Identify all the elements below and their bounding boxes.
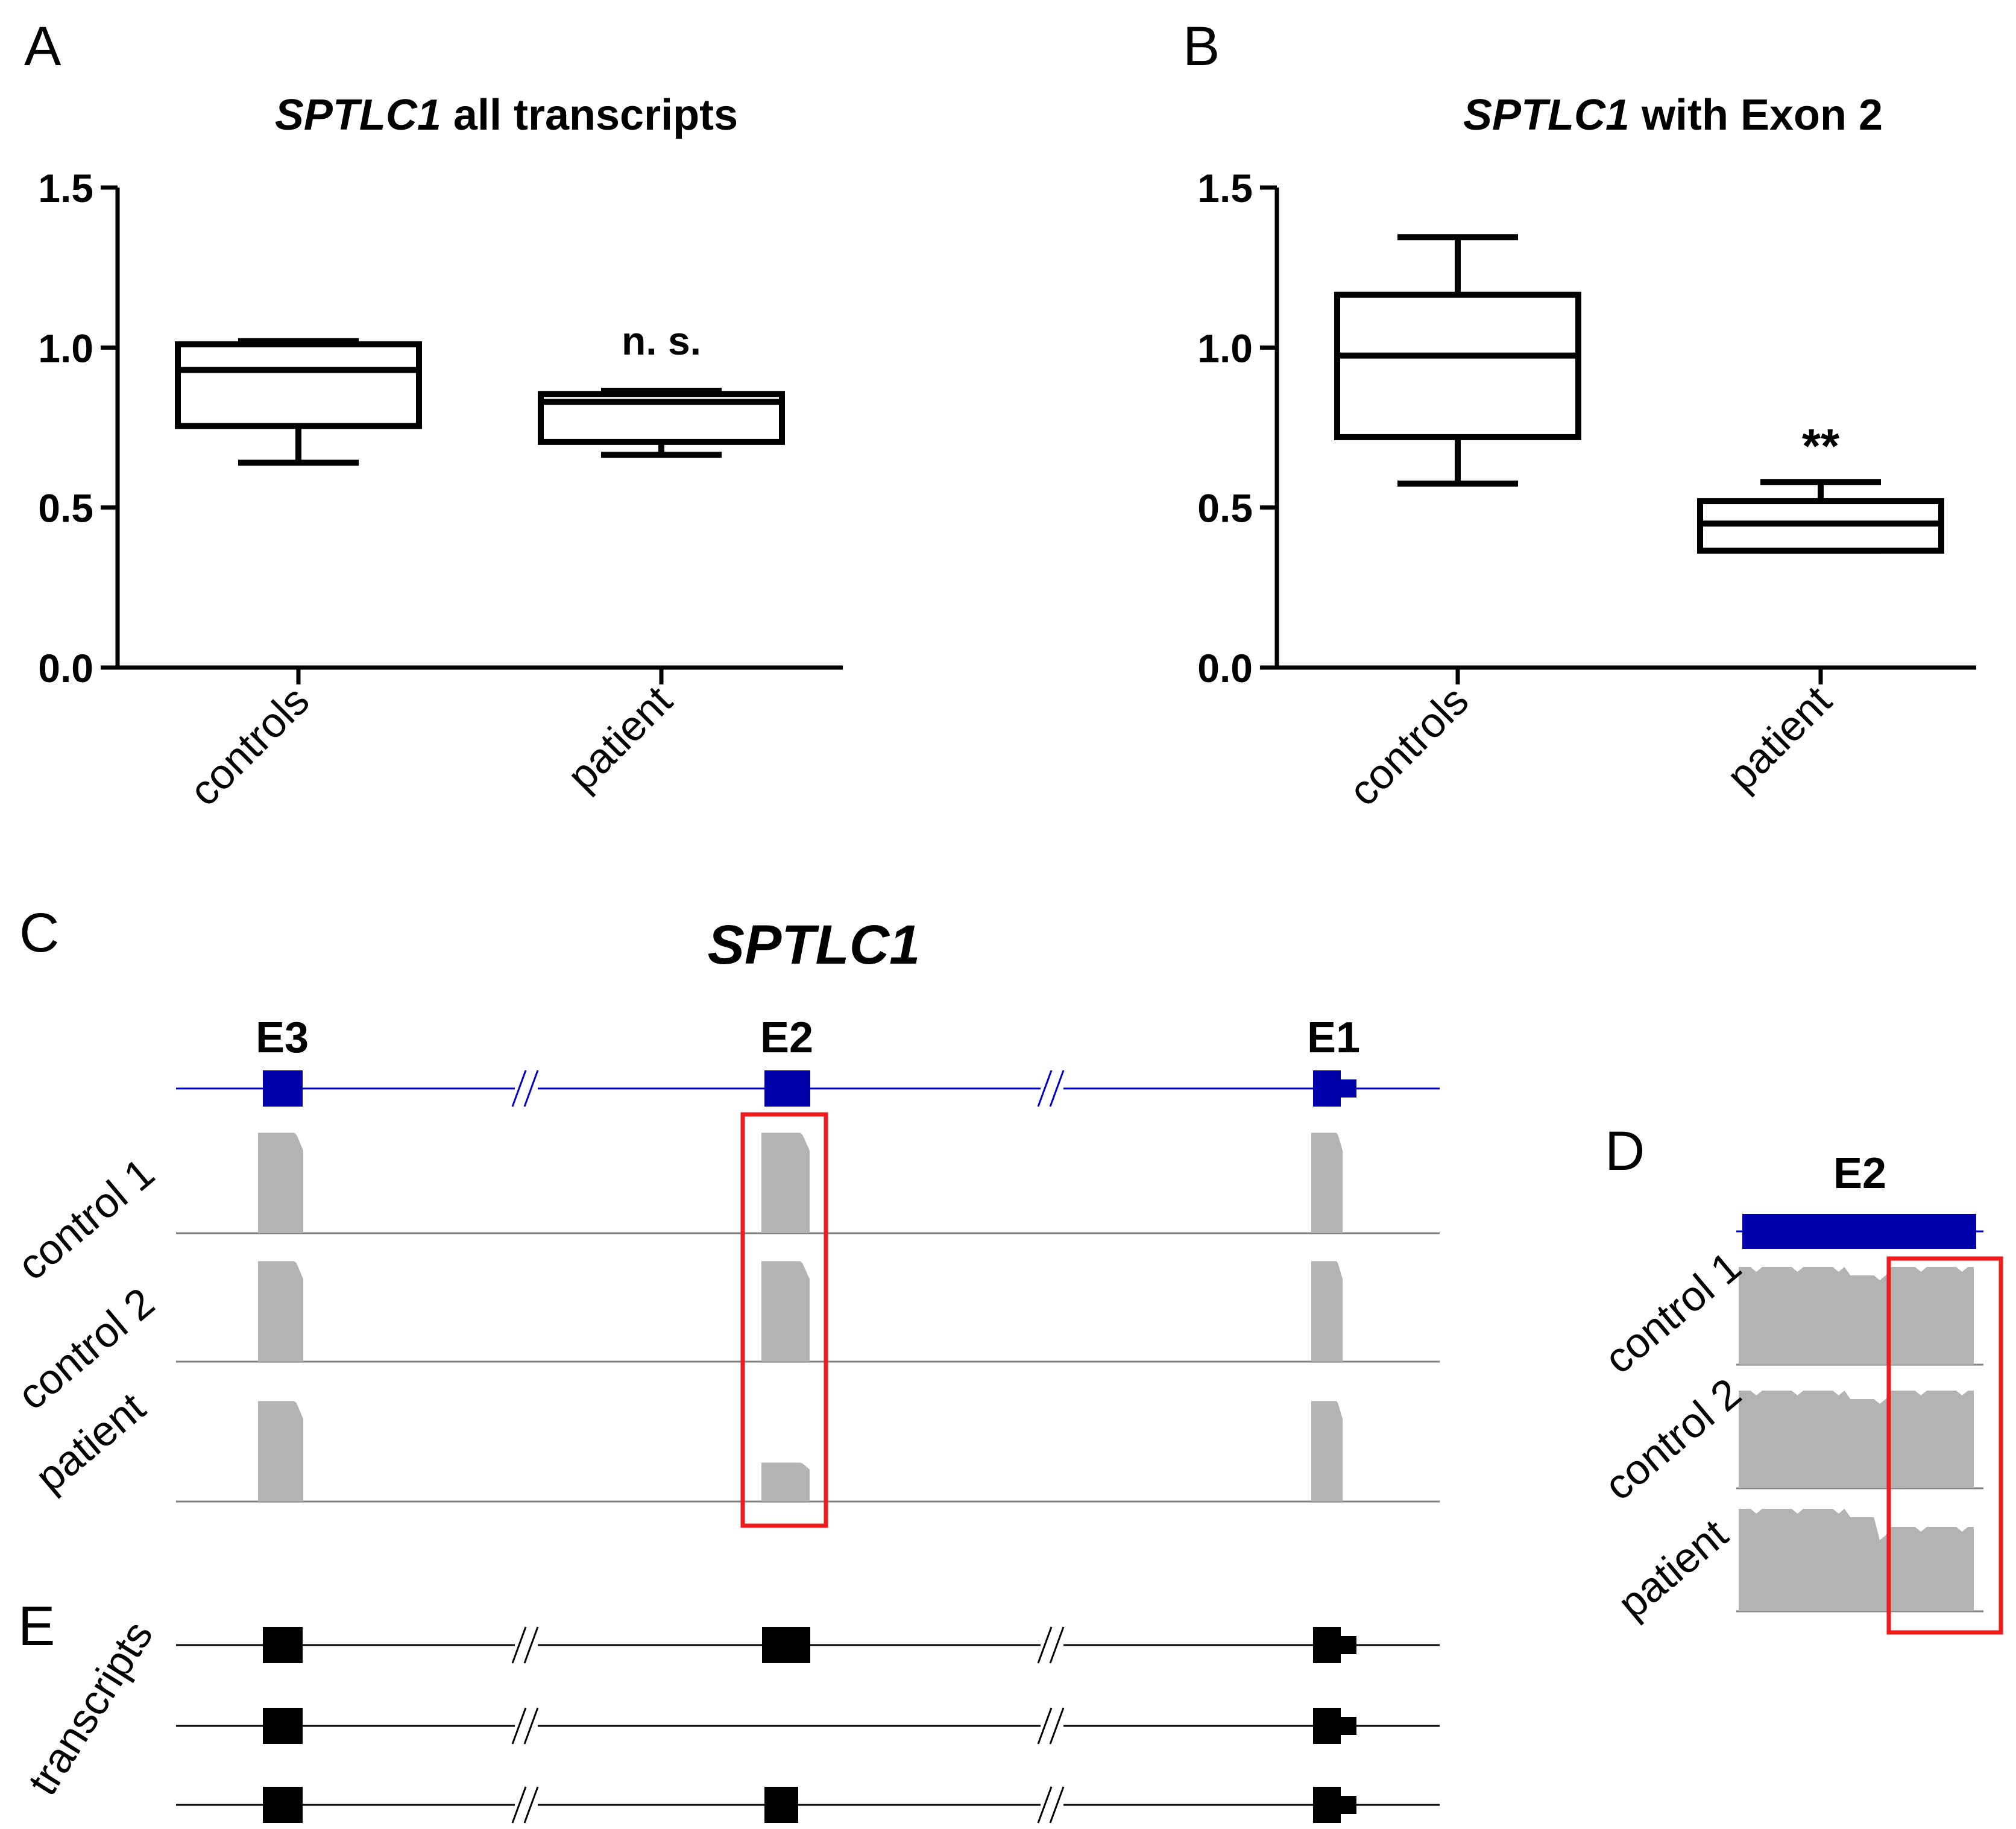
coverage-peak xyxy=(1311,1401,1343,1502)
exon-e3-block xyxy=(263,1070,303,1107)
boxes-b xyxy=(1334,234,1944,554)
axes-b: 0.0 0.5 1.0 1.5 controls patient xyxy=(1197,166,1976,815)
transcript-exon-e1-utr xyxy=(1340,1717,1356,1735)
d-track-label-control-1: control 1 xyxy=(1596,1242,1750,1382)
panel-c: C SPTLC1 E3 E2 E1 control 1 control 2 pa… xyxy=(9,902,1440,1528)
panel-letter-e: E xyxy=(18,1596,55,1657)
transcript-exon-e1 xyxy=(1313,1708,1341,1744)
coverage-peak xyxy=(761,1132,810,1233)
y-tick-label-a: 0.0 xyxy=(38,646,93,690)
transcript-models xyxy=(176,1626,1440,1824)
transcript-exon-e1 xyxy=(1313,1627,1341,1663)
y-tick-label-a: 0.5 xyxy=(38,486,93,531)
exon-label-d-e2: E2 xyxy=(1833,1149,1886,1198)
boxes-a xyxy=(175,338,785,466)
y-tick-label-b: 0.5 xyxy=(1197,486,1253,531)
transcript-break-slash xyxy=(1049,1626,1065,1664)
box-b-controls-iqr xyxy=(1334,291,1581,440)
gene-title: SPTLC1 xyxy=(708,914,921,976)
y-tick-label-b: 0.0 xyxy=(1197,646,1253,690)
transcript-break-slash xyxy=(1049,1786,1065,1824)
panel-e: E transcripts xyxy=(18,1596,1440,1824)
d-track-label-control-2: control 2 xyxy=(1596,1369,1750,1509)
box-b-patient xyxy=(1697,479,1944,554)
transcript-break-slash xyxy=(1049,1707,1065,1745)
box-a-patient xyxy=(538,387,785,458)
y-tick-label-a: 1.0 xyxy=(38,326,93,370)
transcript-exon-e1-utr xyxy=(1340,1636,1356,1654)
box-a-controls xyxy=(175,338,422,466)
intron-break-slash xyxy=(511,1070,527,1107)
transcript-exon-e3 xyxy=(263,1708,303,1744)
box-b-controls xyxy=(1334,234,1581,487)
x-tick-label-a: controls xyxy=(180,677,318,814)
transcript-break-slash xyxy=(1037,1626,1053,1664)
track-label-control-1: control 1 xyxy=(9,1149,163,1289)
transcript-exon-e1-utr xyxy=(1340,1796,1356,1814)
y-tick-label-b: 1.5 xyxy=(1197,166,1253,210)
exon-e1-utr xyxy=(1340,1079,1356,1098)
exon-e2-block xyxy=(764,1070,810,1107)
panel-letter-b: B xyxy=(1183,16,1220,77)
exon-label-e3: E3 xyxy=(256,1014,309,1062)
coverage-peak xyxy=(258,1401,303,1502)
d-coverage-block xyxy=(1739,1267,1974,1365)
x-tick-label-a: patient xyxy=(558,677,681,800)
x-tick-label-b: patient xyxy=(1718,677,1841,800)
coverage-tracks xyxy=(176,1132,1440,1503)
panel-d: D E2 control 1 control 2 patient xyxy=(1596,1120,2003,1635)
transcript-exon-e2 xyxy=(762,1627,810,1663)
significance-annotation-b: ** xyxy=(1802,419,1840,473)
chart-title-a: SPTLC1 all transcripts xyxy=(275,91,738,139)
transcript-break-slash xyxy=(523,1707,539,1745)
intron-break-slash xyxy=(1037,1070,1053,1107)
transcript-break-slash xyxy=(523,1786,539,1824)
panel-letter-c: C xyxy=(19,902,59,964)
highlight-box-e2 xyxy=(740,1112,828,1528)
d-track-label-patient: patient xyxy=(1609,1510,1736,1628)
transcript-break-slash xyxy=(511,1707,527,1745)
panel-a: A SPTLC1 all transcripts 0.0 0.5 1.0 1.5 con… xyxy=(24,16,843,815)
panel-letter-d: D xyxy=(1605,1120,1645,1182)
d-coverage-block xyxy=(1739,1391,1974,1488)
box-a-controls-iqr xyxy=(175,341,422,429)
transcript-break-slash xyxy=(511,1626,527,1664)
coverage-peak xyxy=(761,1261,810,1362)
coverage-peak xyxy=(258,1132,303,1233)
panel-d-tracks xyxy=(1736,1214,1983,1613)
intron-break-slash xyxy=(1049,1070,1065,1107)
track-label-control-2: control 2 xyxy=(9,1278,163,1418)
axes-a: 0.0 0.5 1.0 1.5 controls patient xyxy=(38,166,843,815)
transcript-exon-e3 xyxy=(263,1787,303,1823)
y-tick-label-b: 1.0 xyxy=(1197,326,1253,370)
y-tick-label-a: 1.5 xyxy=(38,166,93,210)
gene-model xyxy=(176,1070,1440,1107)
highlight-box-d xyxy=(1886,1256,2003,1635)
transcript-exon-e3 xyxy=(263,1627,303,1663)
d-coverage-block xyxy=(1739,1509,1974,1611)
exon-label-e1: E1 xyxy=(1307,1014,1360,1062)
chart-title-b: SPTLC1 with Exon 2 xyxy=(1463,91,1883,139)
transcript-exon-e1 xyxy=(1313,1787,1341,1823)
panel-b: B SPTLC1 with Exon 2 0.0 0.5 1.0 1.5 control… xyxy=(1183,16,1976,815)
transcript-break-slash xyxy=(1037,1707,1053,1745)
exon-e1-block xyxy=(1313,1070,1341,1107)
transcript-break-slash xyxy=(1037,1786,1053,1824)
d-exon-e2-block xyxy=(1742,1214,1976,1249)
transcript-exon-e2-short xyxy=(764,1787,798,1823)
coverage-peak xyxy=(761,1462,810,1502)
significance-annotation-a: n. s. xyxy=(622,318,701,363)
panel-letter-a: A xyxy=(24,16,61,77)
x-tick-label-b: controls xyxy=(1340,677,1477,814)
exon-label-e2: E2 xyxy=(760,1014,813,1062)
transcript-break-slash xyxy=(523,1626,539,1664)
coverage-peak xyxy=(1311,1261,1343,1362)
coverage-peak xyxy=(1311,1132,1343,1233)
intron-break-slash xyxy=(523,1070,539,1107)
transcript-break-slash xyxy=(511,1786,527,1824)
coverage-peak xyxy=(258,1261,303,1362)
